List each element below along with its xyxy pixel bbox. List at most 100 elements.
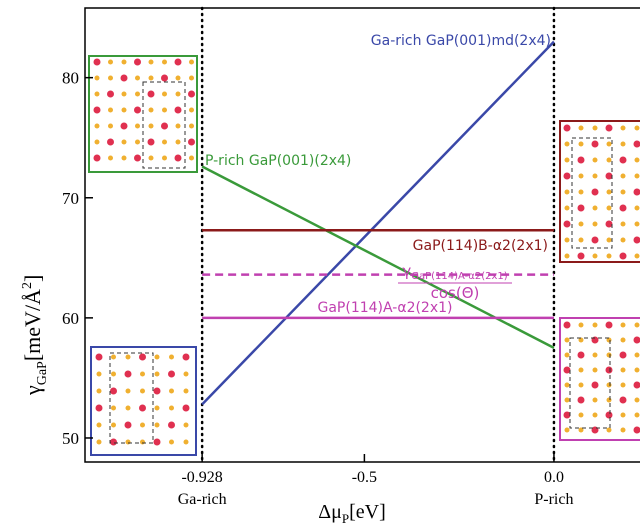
y-label-unit: [meV/Å (20, 289, 45, 361)
atom (148, 59, 154, 65)
atom (564, 352, 570, 358)
atom (577, 204, 585, 212)
x-label-sub: P (342, 511, 349, 526)
atom (592, 173, 598, 179)
atom (634, 253, 640, 259)
atom (140, 422, 145, 428)
x-label-unit: [eV] (349, 501, 386, 523)
annotation-numerator: γGaP(114)A-α2(2x1) (402, 262, 507, 282)
atom (148, 155, 154, 161)
atom (174, 58, 182, 66)
atom (634, 221, 640, 227)
atom (578, 367, 584, 373)
atom (564, 397, 570, 403)
atom (634, 322, 640, 328)
limit-label: P-rich (534, 491, 573, 508)
atom (619, 351, 627, 359)
atom (169, 354, 174, 360)
atom (578, 237, 584, 243)
atom (578, 221, 584, 227)
atom (189, 59, 194, 65)
atom (182, 404, 190, 412)
atom (578, 337, 584, 343)
y-label-sub: GaP (35, 361, 50, 385)
atom (135, 139, 140, 145)
atom (169, 405, 174, 411)
atom (564, 205, 570, 211)
atom (154, 405, 160, 411)
atom (135, 75, 140, 81)
atom (169, 388, 174, 394)
y-tick-label: 50 (62, 429, 79, 448)
unit-cell (571, 137, 613, 249)
atom (606, 205, 612, 211)
atom (577, 396, 585, 404)
series-line (201, 165, 555, 350)
atom (620, 173, 626, 179)
atom (124, 370, 132, 378)
atom (563, 366, 571, 374)
atom (134, 154, 141, 162)
atom (110, 438, 117, 446)
atom (633, 188, 640, 196)
atom (592, 412, 598, 418)
atom (578, 382, 584, 388)
atom (175, 123, 181, 129)
atom (605, 124, 613, 132)
atom (188, 138, 195, 146)
atom (96, 439, 102, 445)
atom (577, 252, 585, 260)
atom (183, 388, 189, 394)
atom (578, 189, 584, 195)
atom (183, 371, 189, 377)
atom (564, 337, 570, 343)
y-label-close: ] (20, 275, 45, 282)
atom (592, 367, 598, 373)
atom (620, 382, 626, 388)
atom (139, 353, 146, 361)
atom (592, 322, 598, 328)
atom (140, 371, 145, 377)
atom (564, 427, 570, 433)
atom (634, 205, 640, 211)
atom (189, 155, 194, 161)
atom (606, 382, 612, 388)
inset-frame (90, 346, 197, 456)
atom (605, 220, 613, 228)
atom (107, 138, 114, 146)
atom (592, 205, 598, 211)
atom (175, 139, 181, 145)
atom (111, 354, 116, 360)
atom (162, 139, 167, 145)
atom (620, 125, 626, 131)
atom (634, 157, 640, 163)
atom (619, 252, 627, 260)
atom (108, 75, 113, 81)
atom (121, 155, 127, 161)
atom (620, 337, 626, 343)
atom (633, 140, 640, 148)
annotation-sub: GaP(114)A-α2(2x1) (411, 271, 508, 282)
atom (140, 439, 145, 445)
atom (591, 236, 599, 244)
series-label: P-rich GaP(001)(2x4) (205, 153, 351, 169)
atom (634, 352, 640, 358)
atom (120, 122, 128, 130)
atom (162, 91, 167, 97)
atom (564, 157, 570, 163)
atom (564, 141, 570, 147)
atom (591, 381, 599, 389)
atom (563, 411, 571, 419)
atom (606, 253, 612, 259)
atom (619, 204, 627, 212)
series-label: GaP(114)A-α2(2x1) (318, 300, 453, 316)
atom (108, 123, 113, 129)
atom (93, 106, 101, 114)
atom (120, 74, 128, 82)
atom (563, 220, 571, 228)
atom (188, 90, 195, 98)
atom (606, 237, 612, 243)
atom (108, 59, 113, 65)
atom (140, 388, 145, 394)
atom (182, 353, 190, 361)
